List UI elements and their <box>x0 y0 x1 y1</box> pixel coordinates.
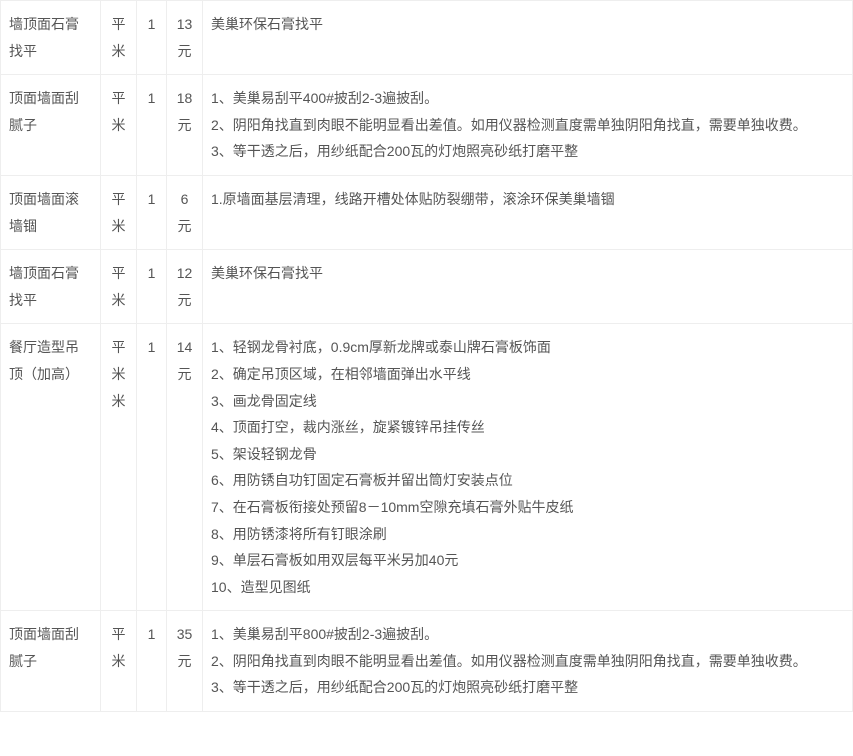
cell-name: 顶面墙面滚墙锢 <box>1 175 101 249</box>
cell-desc: 美巢环保石膏找平 <box>203 250 853 324</box>
cell-qty: 1 <box>137 1 167 75</box>
desc-line: 4、顶面打空，裁内涨丝，旋紧镀锌吊挂传丝 <box>211 414 844 441</box>
cell-qty: 1 <box>137 75 167 176</box>
desc-line: 美巢环保石膏找平 <box>211 260 844 287</box>
table-row: 墙顶面石膏找平平米113元美巢环保石膏找平 <box>1 1 853 75</box>
desc-line: 1、美巢易刮平800#披刮2-3遍披刮。 <box>211 621 844 648</box>
desc-line: 2、阴阳角找直到肉眼不能明显看出差值。如用仪器检测直度需单独阴阳角找直，需要单独… <box>211 112 844 139</box>
desc-line: 2、阴阳角找直到肉眼不能明显看出差值。如用仪器检测直度需单独阴阳角找直，需要单独… <box>211 648 844 675</box>
desc-line: 美巢环保石膏找平 <box>211 11 844 38</box>
cell-unit: 平米 <box>101 175 137 249</box>
cell-name: 顶面墙面刮腻子 <box>1 611 101 712</box>
desc-line: 1.原墙面基层清理，线路开槽处体贴防裂绷带，滚涂环保美巢墙锢 <box>211 186 844 213</box>
desc-line: 10、造型见图纸 <box>211 574 844 601</box>
desc-line: 3、等干透之后，用纱纸配合200瓦的灯炮照亮砂纸打磨平整 <box>211 674 844 701</box>
cell-price: 35元 <box>167 611 203 712</box>
cell-qty: 1 <box>137 175 167 249</box>
desc-line: 2、确定吊顶区域，在相邻墙面弹出水平线 <box>211 361 844 388</box>
cell-qty: 1 <box>137 250 167 324</box>
cell-unit: 平米 <box>101 611 137 712</box>
pricing-table: 墙顶面石膏找平平米113元美巢环保石膏找平顶面墙面刮腻子平米118元1、美巢易刮… <box>0 0 853 712</box>
cell-desc: 1、轻钢龙骨衬底，0.9cm厚新龙牌或泰山牌石膏板饰面2、确定吊顶区域，在相邻墙… <box>203 324 853 611</box>
cell-price: 12元 <box>167 250 203 324</box>
cell-qty: 1 <box>137 324 167 611</box>
desc-line: 1、轻钢龙骨衬底，0.9cm厚新龙牌或泰山牌石膏板饰面 <box>211 334 844 361</box>
cell-price: 13元 <box>167 1 203 75</box>
desc-line: 5、架设轻钢龙骨 <box>211 441 844 468</box>
cell-price: 14元 <box>167 324 203 611</box>
cell-unit: 平米 <box>101 1 137 75</box>
desc-line: 6、用防锈自功钉固定石膏板并留出筒灯安装点位 <box>211 467 844 494</box>
cell-desc: 美巢环保石膏找平 <box>203 1 853 75</box>
cell-name: 餐厅造型吊顶（加高） <box>1 324 101 611</box>
desc-line: 8、用防锈漆将所有钉眼涂刷 <box>211 521 844 548</box>
desc-line: 7、在石膏板衔接处预留8－10mm空隙充填石膏外贴牛皮纸 <box>211 494 844 521</box>
table-row: 墙顶面石膏找平平米112元美巢环保石膏找平 <box>1 250 853 324</box>
cell-qty: 1 <box>137 611 167 712</box>
table-row: 顶面墙面刮腻子平米118元1、美巢易刮平400#披刮2-3遍披刮。2、阴阳角找直… <box>1 75 853 176</box>
cell-name: 墙顶面石膏找平 <box>1 250 101 324</box>
cell-price: 18元 <box>167 75 203 176</box>
cell-unit: 平米米 <box>101 324 137 611</box>
table-row: 餐厅造型吊顶（加高）平米米114元1、轻钢龙骨衬底，0.9cm厚新龙牌或泰山牌石… <box>1 324 853 611</box>
cell-desc: 1、美巢易刮平800#披刮2-3遍披刮。2、阴阳角找直到肉眼不能明显看出差值。如… <box>203 611 853 712</box>
cell-desc: 1.原墙面基层清理，线路开槽处体贴防裂绷带，滚涂环保美巢墙锢 <box>203 175 853 249</box>
cell-name: 墙顶面石膏找平 <box>1 1 101 75</box>
table-row: 顶面墙面刮腻子平米135元1、美巢易刮平800#披刮2-3遍披刮。2、阴阳角找直… <box>1 611 853 712</box>
desc-line: 3、等干透之后，用纱纸配合200瓦的灯炮照亮砂纸打磨平整 <box>211 138 844 165</box>
cell-price: 6元 <box>167 175 203 249</box>
cell-unit: 平米 <box>101 250 137 324</box>
desc-line: 3、画龙骨固定线 <box>211 388 844 415</box>
cell-unit: 平米 <box>101 75 137 176</box>
table-row: 顶面墙面滚墙锢平米16元 1.原墙面基层清理，线路开槽处体贴防裂绷带，滚涂环保美巢… <box>1 175 853 249</box>
cell-desc: 1、美巢易刮平400#披刮2-3遍披刮。2、阴阳角找直到肉眼不能明显看出差值。如… <box>203 75 853 176</box>
desc-line: 9、单层石膏板如用双层每平米另加40元 <box>211 547 844 574</box>
desc-line: 1、美巢易刮平400#披刮2-3遍披刮。 <box>211 85 844 112</box>
cell-name: 顶面墙面刮腻子 <box>1 75 101 176</box>
